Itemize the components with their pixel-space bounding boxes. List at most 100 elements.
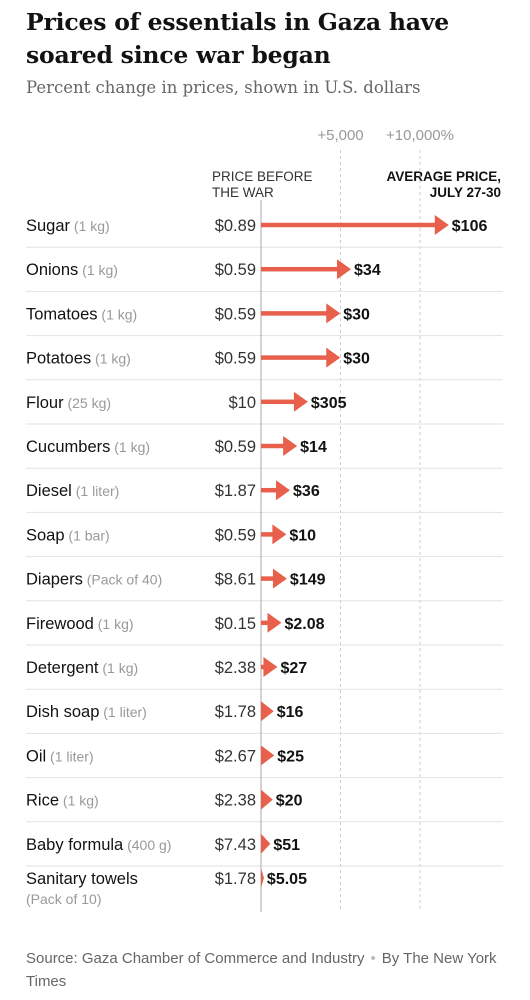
item-name: Diapers (Pack of 40) xyxy=(26,571,162,589)
price-after: $30 xyxy=(343,306,370,323)
arrow-head xyxy=(261,701,274,722)
table-row: Dish soap (1 liter) $1.78 $16 xyxy=(26,701,304,722)
price-before: $1.87 xyxy=(215,482,256,500)
item-name: Dish soap (1 liter) xyxy=(26,703,147,721)
price-before: $0.59 xyxy=(215,305,256,323)
price-before: $2.38 xyxy=(215,792,256,810)
item-unit: (1 kg) xyxy=(98,660,138,676)
item-name: Detergent (1 kg) xyxy=(26,659,138,677)
table-row: Firewood (1 kg) $0.15 $2.08 xyxy=(26,612,325,633)
arrow-chart: Sugar (1 kg) $0.89 $106 Onions (1 kg) $0.59 $… xyxy=(26,150,503,913)
item-name: Diesel (1 liter) xyxy=(26,482,119,500)
table-row: Flour (25 kg) $10 $305 xyxy=(26,391,347,412)
table-row: Diesel (1 liter) $1.87 $36 xyxy=(26,480,320,501)
price-before: $0.59 xyxy=(215,350,256,368)
item-name: Sugar (1 kg) xyxy=(26,217,110,235)
item-unit: (1 kg) xyxy=(94,616,134,632)
arrow-head xyxy=(272,568,287,589)
price-after: $25 xyxy=(277,748,304,765)
table-row: Baby formula (400 g) $7.43 $51 xyxy=(26,833,300,854)
table-row: Tomatoes (1 kg) $0.59 $30 xyxy=(26,303,370,324)
byline: By The New York Times xyxy=(26,950,497,990)
table-row: Sanitary towels (Pack of 10) $1.78 $5.05 xyxy=(26,868,307,907)
price-before: $2.67 xyxy=(215,747,256,765)
item-unit: (Pack of 10) xyxy=(26,891,101,907)
price-after: $14 xyxy=(300,439,327,456)
arrow-head xyxy=(261,789,273,810)
price-after: $2.08 xyxy=(284,616,324,633)
price-before: $0.59 xyxy=(215,438,256,456)
item-unit: (1 liter) xyxy=(99,704,146,720)
chart-subtitle: Percent change in prices, shown in U.S. … xyxy=(26,78,421,97)
table-row: Oil (1 liter) $2.67 $25 xyxy=(26,745,304,766)
table-row: Potatoes (1 kg) $0.59 $30 xyxy=(26,347,370,368)
item-unit: (1 kg) xyxy=(91,351,131,367)
price-after: $149 xyxy=(290,572,326,589)
item-unit: (25 kg) xyxy=(64,395,111,411)
item-name: Soap (1 bar) xyxy=(26,526,110,544)
arrow-shaft xyxy=(261,532,274,537)
table-row: Sugar (1 kg) $0.89 $106 xyxy=(26,215,487,235)
item-name: Oil (1 liter) xyxy=(26,747,94,765)
item-unit: (1 kg) xyxy=(98,306,138,322)
table-row: Detergent (1 kg) $2.38 $27 xyxy=(26,657,307,677)
item-name: Potatoes (1 kg) xyxy=(26,350,131,368)
price-before: $0.89 xyxy=(215,217,256,235)
price-after: $34 xyxy=(354,262,381,279)
arrow-head xyxy=(326,303,341,324)
price-before: $10 xyxy=(228,394,256,412)
arrow-head xyxy=(337,259,352,280)
arrow-head xyxy=(263,657,278,677)
arrow-head xyxy=(293,391,308,412)
arrow-shaft xyxy=(261,355,328,360)
item-unit: (1 liter) xyxy=(72,483,119,499)
price-after: $305 xyxy=(311,395,347,412)
item-unit: (1 kg) xyxy=(59,793,99,809)
table-row: Rice (1 kg) $2.38 $20 xyxy=(26,789,303,810)
price-after: $106 xyxy=(452,218,488,235)
arrow-head xyxy=(267,612,282,633)
price-after: $5.05 xyxy=(267,871,307,888)
price-before: $1.78 xyxy=(215,870,256,888)
arrow-shaft xyxy=(261,576,274,581)
arrow-shaft xyxy=(261,443,285,449)
arrow-shaft xyxy=(261,311,328,316)
item-unit: (1 bar) xyxy=(65,527,110,543)
item-unit: (1 kg) xyxy=(70,218,110,234)
x-tick-label-0: +5,000 xyxy=(317,127,364,144)
price-after: $27 xyxy=(280,660,307,677)
table-row: Diapers (Pack of 40) $8.61 $149 xyxy=(26,568,326,589)
item-unit: (1 kg) xyxy=(110,439,150,455)
price-before: $0.59 xyxy=(215,526,256,544)
arrow-head xyxy=(261,868,264,888)
item-unit: (400 g) xyxy=(123,837,171,853)
arrow-head xyxy=(434,215,449,235)
arrow-head xyxy=(326,347,341,368)
item-name: Tomatoes (1 kg) xyxy=(26,305,137,323)
column-header-after: AVERAGE PRICE, JULY 27-30 xyxy=(386,169,501,200)
arrow-shaft xyxy=(261,664,265,670)
table-row: Onions (1 kg) $0.59 $34 xyxy=(26,259,381,280)
x-tick-label-1: +10,000% xyxy=(386,127,454,144)
price-before: $7.43 xyxy=(215,836,256,854)
price-after: $20 xyxy=(276,793,303,810)
item-unit: (1 liter) xyxy=(46,748,93,764)
price-before: $1.78 xyxy=(215,703,256,721)
price-before: $2.38 xyxy=(215,659,256,677)
item-unit: (1 kg) xyxy=(78,262,118,278)
arrow-head xyxy=(276,480,291,501)
price-before: $0.59 xyxy=(215,261,256,279)
item-unit: (Pack of 40) xyxy=(83,572,162,588)
item-name: Flour (25 kg) xyxy=(26,394,111,412)
price-after: $51 xyxy=(273,837,300,854)
arrow-head xyxy=(261,745,275,766)
price-before: $8.61 xyxy=(215,571,256,589)
arrow-shaft xyxy=(261,399,295,405)
item-name: Sanitary towels xyxy=(26,870,138,888)
item-name: Cucumbers (1 kg) xyxy=(26,438,150,456)
chart-title: Prices of essentials in Gaza have soared… xyxy=(26,8,449,69)
arrow-shaft xyxy=(261,222,436,228)
table-row: Soap (1 bar) $0.59 $10 xyxy=(26,524,316,545)
arrow-head xyxy=(283,436,298,456)
item-name: Baby formula (400 g) xyxy=(26,836,171,854)
